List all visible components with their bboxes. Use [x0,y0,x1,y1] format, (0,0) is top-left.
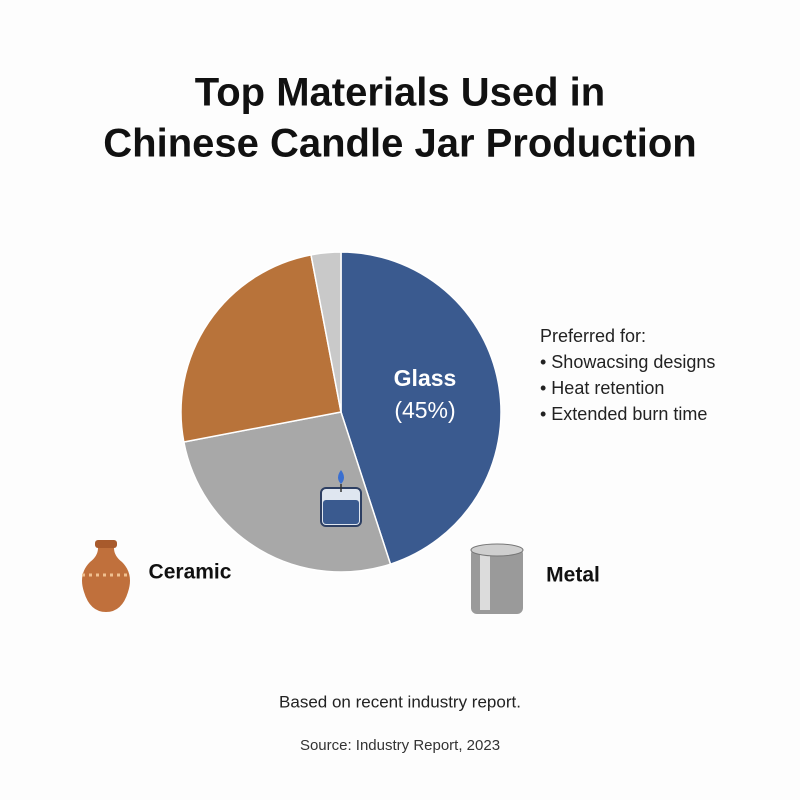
chart-title: Top Materials Used in [195,71,605,115]
can-icon [470,543,524,614]
pie-slice [182,411,392,573]
annotation-item: • Extended burn time [540,404,707,424]
slice-label: Ceramic [149,561,232,584]
annotation-item: • Showacsing designs [540,352,715,372]
slice-label: Glass [394,365,457,391]
chart-title: Chinese Candle Jar Production [103,122,696,166]
pie-slice [180,253,342,443]
annotation-heading: Preferred for: [540,326,646,346]
source: Source: Industry Report, 2023 [300,737,500,754]
candle-icon [320,470,362,527]
pie-slice [340,251,502,566]
slice-label: Metal [546,564,600,587]
footnote: Based on recent industry report. [279,692,521,711]
value-label: (45%) [394,397,455,423]
annotation-item: • Heat retention [540,378,664,398]
pie [180,251,502,573]
vase-icon [82,540,130,612]
pie-slice [310,251,342,413]
